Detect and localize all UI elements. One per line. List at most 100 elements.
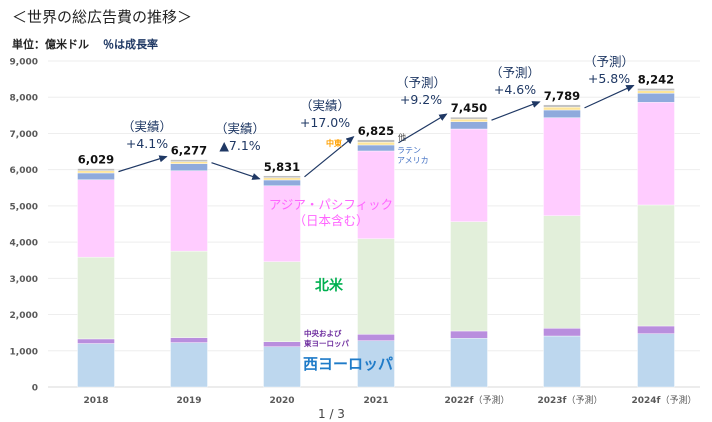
series-label-cee: 中央および (304, 328, 342, 338)
unit-note: ％は成長率 (103, 38, 158, 51)
y-tick-label: 6,000 (10, 166, 38, 176)
growth-kind: （実績） (215, 121, 265, 136)
growth-arrow (584, 84, 635, 109)
x-tick-label: 2024f（予測） (632, 394, 697, 406)
series-label-other: 他 (398, 132, 406, 142)
x-tick-label: 2020 (269, 396, 294, 406)
bar-segment (450, 338, 488, 388)
y-tick-label: 3,000 (10, 275, 38, 285)
x-tick-label: 2021 (363, 396, 388, 406)
growth-arrow (304, 136, 355, 178)
bar-segment (637, 88, 675, 91)
growth-rate: +4.6% (494, 82, 536, 97)
growth-kind: （実績） (122, 119, 172, 134)
series-label-apac: アジア・パシフィック (269, 197, 393, 212)
y-tick-label: 9,000 (10, 58, 38, 68)
series-label-apac: （日本含む） (293, 213, 368, 228)
bar-segment (263, 179, 301, 186)
growth-kind: （予測） (396, 75, 446, 90)
total-label: 6,277 (171, 144, 207, 158)
growth-rate: +4.1% (126, 136, 168, 151)
unit-text: 単位：億米ドル (12, 38, 89, 51)
x-tick-label: 2018 (83, 396, 108, 406)
bar-segment (357, 150, 395, 239)
total-label: 7,789 (544, 89, 580, 103)
bar-segment (543, 109, 581, 118)
bar-segment (77, 343, 115, 388)
bar-segment (263, 175, 301, 179)
growth-arrow (491, 101, 541, 121)
bar-segment (170, 342, 208, 388)
bar-segment (77, 256, 115, 340)
total-label: 7,450 (451, 101, 487, 115)
bar-segment (263, 185, 301, 262)
bar-segment (543, 215, 581, 329)
bar-segment (263, 177, 301, 181)
x-tick-label: 2022f（予測） (445, 394, 510, 406)
bar-segment (170, 337, 208, 343)
bar-segment (170, 163, 208, 171)
series-label-north-america: 北米 (315, 277, 344, 294)
bar-segment (77, 179, 115, 258)
growth-rate: ▲7.1% (219, 138, 260, 153)
bar-segment (637, 93, 675, 103)
bar-segment (263, 261, 301, 342)
bar-segment (450, 221, 488, 332)
bar-segment (543, 106, 581, 111)
bar-segment (450, 116, 488, 120)
bar-segment (450, 128, 488, 222)
bar-segment (170, 161, 208, 164)
bar-segment (357, 334, 395, 341)
bar-segment (357, 238, 395, 335)
bar-segment (357, 139, 395, 143)
series-label-latin-america: ラテン (397, 146, 421, 155)
y-tick-label: 0 (32, 384, 38, 394)
growth-arrow (118, 155, 168, 173)
bar-segment (637, 102, 675, 206)
bar-segment (170, 170, 208, 252)
bar-segment (637, 204, 675, 327)
growth-kind: （予測） (584, 54, 634, 69)
series-label-latin-america: アメリカ (397, 156, 429, 165)
y-tick-label: 5,000 (10, 202, 38, 212)
total-label: 8,242 (638, 72, 674, 86)
bar-segment (637, 90, 675, 94)
y-tick-label: 1,000 (10, 347, 38, 357)
x-tick-label: 2023f（予測） (538, 394, 603, 406)
y-tick-label: 7,000 (10, 130, 38, 140)
bar-segment (263, 341, 301, 347)
bar-segment (77, 338, 115, 344)
growth-arrow (398, 113, 448, 144)
total-label: 6,825 (358, 124, 394, 138)
bar-segment (543, 104, 581, 108)
series-label-middle-east: 中東 (326, 138, 342, 148)
growth-arrow (211, 162, 261, 180)
bar-segment (450, 121, 488, 130)
total-label: 5,831 (264, 160, 300, 174)
bar-segment (543, 335, 581, 388)
growth-rate: +5.8% (588, 71, 630, 86)
bar-segment (77, 170, 115, 174)
bar-segment (450, 330, 488, 339)
page-number: 1 / 3 (318, 407, 345, 421)
y-tick-label: 2,000 (10, 311, 38, 321)
series-label-cee: 東ヨーロッパ (304, 338, 349, 348)
bar-segment (637, 333, 675, 388)
unit-label: 単位：億米ドル ％は成長率 (12, 36, 158, 52)
bar-segment (263, 346, 301, 388)
bar-segment (170, 250, 208, 338)
growth-rate: +17.0% (300, 115, 350, 130)
growth-kind: （実績） (300, 98, 350, 113)
growth-rate: +9.2% (400, 92, 442, 107)
bar-segment (357, 340, 395, 388)
bar-segment (543, 328, 581, 337)
bar-segment (357, 144, 395, 152)
bar-segment (77, 168, 115, 172)
x-tick-label: 2019 (176, 396, 201, 406)
bar-segment (637, 325, 675, 334)
bar-segment (357, 142, 395, 146)
y-tick-label: 4,000 (10, 239, 38, 249)
y-tick-label: 8,000 (10, 94, 38, 104)
bar-segment (77, 172, 115, 180)
